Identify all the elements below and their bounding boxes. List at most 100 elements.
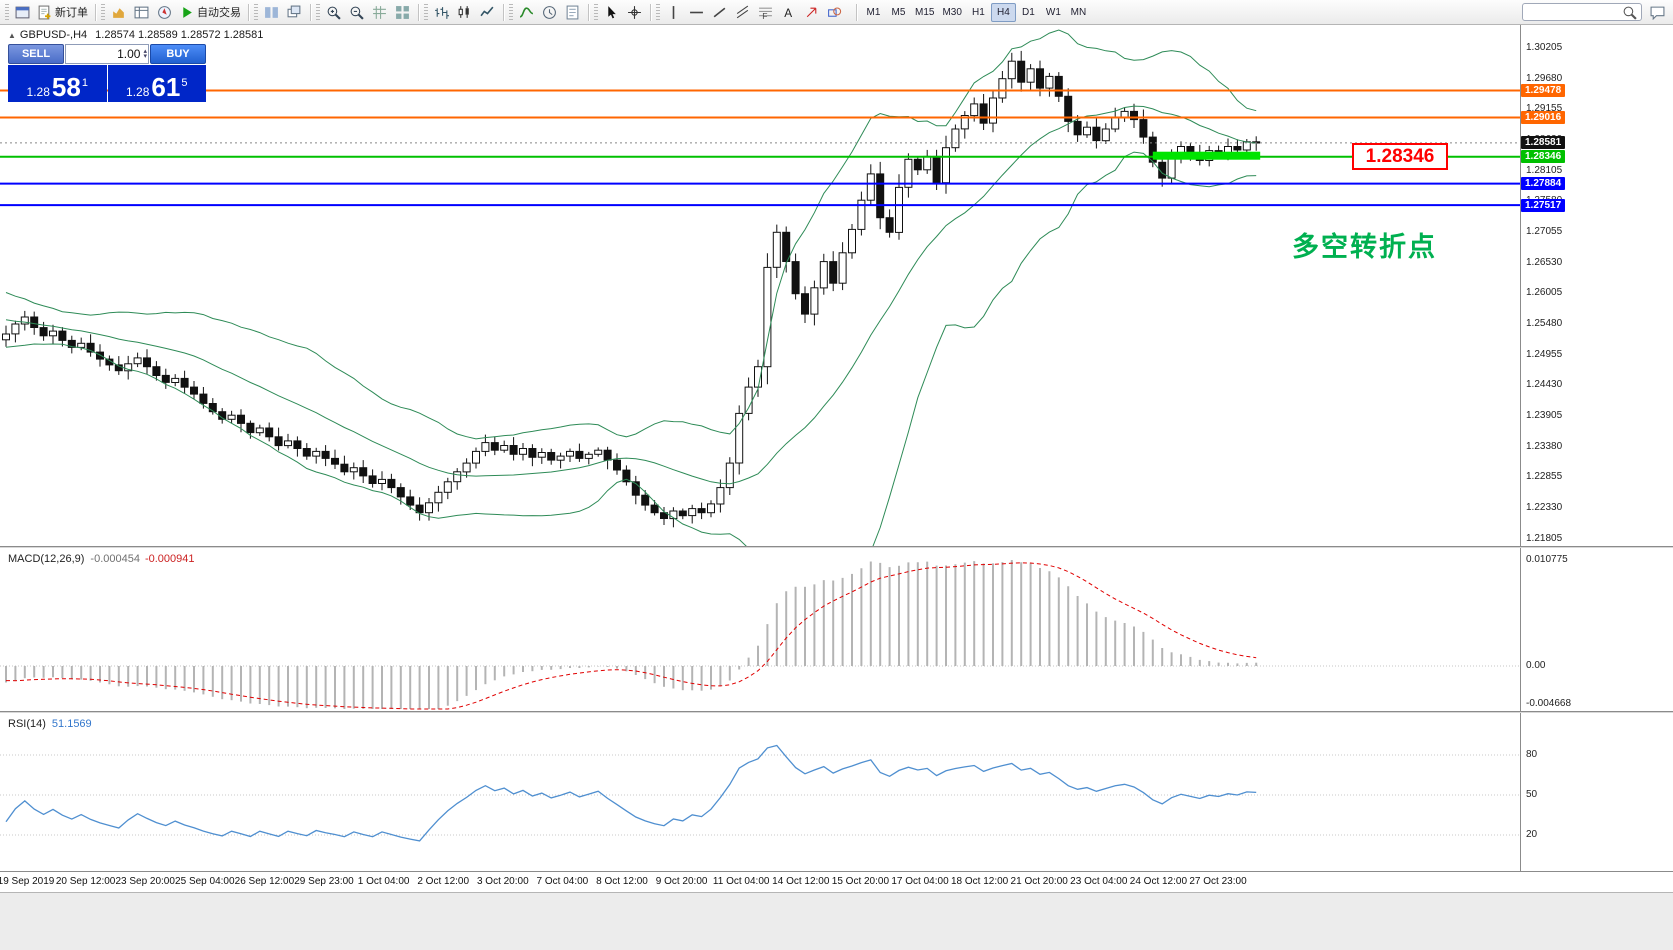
timeframe-h1-button[interactable]: H1 [972,6,985,18]
price-annotation-box[interactable]: 1.28346 [1352,143,1448,170]
sell-button[interactable]: SELL [8,44,64,64]
sell-price[interactable]: 1.28 58 1 [8,65,107,102]
time-axis-label: 27 Oct 23:00 [1189,876,1247,887]
buy-button[interactable]: BUY [150,44,206,64]
buy-price[interactable]: 1.28 61 5 [107,65,206,102]
toolbar: 新订单 自动交易 F A M1 M5 M15 M30 H1 H4 D1 W1 MN [0,0,1673,25]
time-axis-label: 15 Oct 20:00 [831,876,890,887]
trendline-button[interactable] [708,2,731,23]
zoom-out-icon [349,5,364,20]
rsi-axis-separator [1520,713,1521,871]
hline-price-tag[interactable]: 1.28346 [1521,150,1566,164]
timeframe-mn-button[interactable]: MN [1070,6,1087,18]
turning-point-note[interactable]: 多空转折点 [1292,232,1437,262]
price-tick-label: 1.26530 [1526,256,1563,268]
rsi-level-20: 20 [1526,829,1538,840]
macd-scale-min: -0.004668 [1526,698,1572,709]
zoom-in-button[interactable] [322,2,345,23]
data-window-button[interactable] [130,2,153,23]
tile-windows-icon [264,5,279,20]
collapse-arrow-icon[interactable]: ▲ [8,31,16,40]
panel-separator[interactable] [0,546,1673,548]
cascade-windows-button[interactable] [283,2,306,23]
crosshair-button[interactable] [623,2,646,23]
new-order-button[interactable]: 新订单 [34,2,91,23]
periods-icon [542,5,557,20]
timeframe-w1-button[interactable]: W1 [1045,6,1061,18]
grid-button[interactable] [368,2,391,23]
crosshair-icon [627,5,642,20]
macd-scale-max: 0.010775 [1526,554,1568,565]
macd-name: MACD(12,26,9) [8,553,85,565]
hline-price-tag[interactable]: 1.29016 [1521,111,1566,125]
new-order-label: 新订单 [55,7,88,19]
indicators-button[interactable] [515,2,538,23]
price-tick-label: 1.29155 [1526,103,1563,115]
sell-price-sup: 1 [81,77,88,89]
hline-price-tag[interactable]: 1.27517 [1521,198,1566,212]
time-axis-label: 1 Oct 04:00 [357,876,410,887]
hline-price-tag[interactable]: 1.29478 [1521,84,1566,98]
timeframe-m5-button[interactable]: M5 [891,6,906,18]
mt-logo-button[interactable] [11,2,34,23]
timeframe-m1-button[interactable]: M1 [866,6,881,18]
time-axis-label: 9 Oct 20:00 [655,876,708,887]
timeframe-h4-button[interactable]: H4 [990,2,1016,22]
time-axis-label: 26 Sep 12:00 [234,876,295,887]
timeframe-m30-button[interactable]: M30 [942,6,962,18]
periods-button[interactable] [538,2,561,23]
line-chart-icon [480,5,495,20]
zoom-out-button[interactable] [345,2,368,23]
panel-separator[interactable] [0,711,1673,713]
hline-price-tag[interactable]: 1.27884 [1521,177,1566,191]
arrows-button[interactable] [800,2,823,23]
search-icon[interactable] [1622,5,1637,20]
autotrading-button[interactable]: 自动交易 [176,2,244,23]
shapes-icon [827,5,842,20]
candle-chart-button[interactable] [453,2,476,23]
horizontal-line-button[interactable] [685,2,708,23]
time-axis-label: 7 Oct 04:00 [536,876,589,887]
price-tick-label: 1.22330 [1526,502,1563,514]
rsi-level-50: 50 [1526,789,1538,800]
main-chart-canvas [0,29,1520,546]
search-box[interactable] [1522,3,1642,21]
time-axis-label: 3 Oct 20:00 [476,876,529,887]
sell-price-prefix: 1.28 [26,85,50,99]
fibonacci-button[interactable]: F [754,2,777,23]
full-screen-button[interactable] [391,2,414,23]
line-chart-button[interactable] [476,2,499,23]
time-axis-label: 17 Oct 04:00 [891,876,949,887]
shapes-button[interactable] [823,2,846,23]
ohlc-values: 1.28574 1.28589 1.28572 1.28581 [95,29,264,41]
time-axis-label: 2 Oct 12:00 [417,876,470,887]
autotrading-icon [179,5,194,20]
cursor-button[interactable] [600,2,623,23]
navigator-button[interactable] [153,2,176,23]
svg-text:A: A [784,6,792,19]
price-axis-separator [1520,25,1521,546]
bar-chart-button[interactable] [430,2,453,23]
timeframe-m15-button[interactable]: M15 [915,6,935,18]
search-input[interactable] [1526,6,1622,18]
chat-icon[interactable] [1646,2,1669,23]
mt-logo-icon [15,5,30,20]
text-button[interactable]: A [777,2,800,23]
volume-down-icon[interactable]: ▾ [143,53,147,60]
price-tick-label: 1.28105 [1526,164,1563,176]
tile-windows-button[interactable] [260,2,283,23]
macd-axis-separator [1520,548,1521,711]
vertical-line-button[interactable] [662,2,685,23]
volume-up-icon[interactable]: ▴ [143,48,147,55]
channel-button[interactable] [731,2,754,23]
timeframe-d1-button[interactable]: D1 [1022,6,1035,18]
symbol-label: GBPUSD-,H4 [19,29,88,41]
buy-price-prefix: 1.28 [126,85,150,99]
templates-button[interactable] [561,2,584,23]
volume-field[interactable]: 1.00 ▴ ▾ [65,44,149,64]
current-price-tag: 1.28581 [1521,136,1566,150]
market-watch-button[interactable] [107,2,130,23]
volume-stepper[interactable]: ▴ ▾ [143,48,147,60]
bar-chart-icon [434,5,449,20]
price-tick-label: 1.23380 [1526,440,1563,452]
